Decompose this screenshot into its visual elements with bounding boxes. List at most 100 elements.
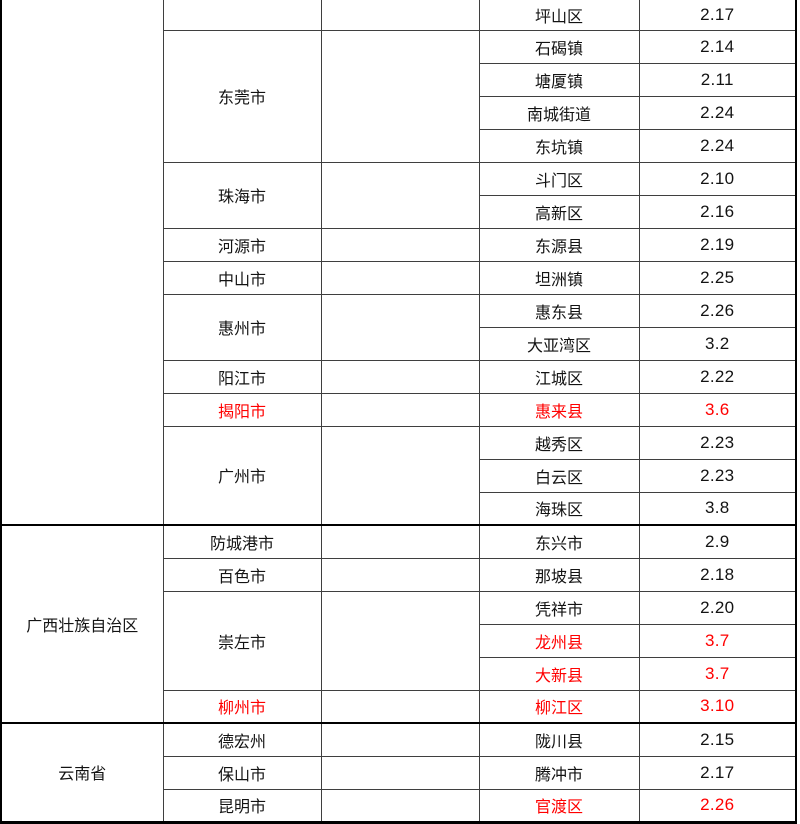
table-row: 昆明市 官渡区 2.26 <box>1 788 797 823</box>
value-cell: 3.6 <box>638 392 797 427</box>
table-row: 柳州市 柳江区 3.10 <box>1 689 797 724</box>
district-cell: 东源县 <box>478 227 640 262</box>
value-cell: 2.9 <box>638 524 797 559</box>
district-cell: 腾冲市 <box>478 755 640 790</box>
city-cell <box>162 0 322 31</box>
district-cell: 凭祥市 <box>478 590 640 625</box>
empty-cell <box>320 359 480 394</box>
table-row: 大亚湾区 3.2 <box>1 326 797 361</box>
table-row: 中山市 坦洲镇 2.25 <box>1 260 797 295</box>
city-cell: 昆明市 <box>162 788 322 823</box>
city-cell: 柳州市 <box>162 689 322 724</box>
table-row: 大新县 3.7 <box>1 656 797 691</box>
value-cell: 3.8 <box>638 491 797 526</box>
district-cell: 惠东县 <box>478 293 640 328</box>
district-cell: 龙州县 <box>478 623 640 658</box>
district-cell: 南城街道 <box>478 95 640 130</box>
table-row: 广州市 越秀区 2.23 <box>1 425 797 526</box>
city-cell: 东莞市 <box>162 29 322 163</box>
table-row: 白云区 2.23 <box>1 458 797 493</box>
empty-cell <box>320 0 480 31</box>
empty-cell <box>320 557 480 592</box>
value-cell: 2.17 <box>638 755 797 790</box>
empty-cell <box>320 722 480 757</box>
value-cell: 2.23 <box>638 458 797 493</box>
district-cell: 江城区 <box>478 359 640 394</box>
city-cell: 崇左市 <box>162 590 322 691</box>
empty-cell <box>320 788 480 823</box>
value-cell: 2.15 <box>638 722 797 757</box>
city-cell: 中山市 <box>162 260 322 295</box>
district-cell: 柳江区 <box>478 689 640 724</box>
table-row: 海珠区 3.8 <box>1 491 797 526</box>
district-cell: 东坑镇 <box>478 128 640 163</box>
district-cell: 大新县 <box>478 656 640 691</box>
district-cell: 坦洲镇 <box>478 260 640 295</box>
city-cell: 珠海市 <box>162 161 322 229</box>
value-cell: 3.7 <box>638 656 797 691</box>
city-cell: 揭阳市 <box>162 392 322 427</box>
table-row: 龙州县 3.7 <box>1 623 797 658</box>
district-cell: 惠来县 <box>478 392 640 427</box>
value-cell: 2.22 <box>638 359 797 394</box>
district-cell: 海珠区 <box>478 491 640 526</box>
city-cell: 阳江市 <box>162 359 322 394</box>
city-cell: 百色市 <box>162 557 322 592</box>
table-row: 阳江市 江城区 2.22 <box>1 359 797 394</box>
empty-cell <box>320 590 480 691</box>
district-cell: 斗门区 <box>478 161 640 196</box>
city-cell: 保山市 <box>162 755 322 790</box>
empty-cell <box>320 524 480 559</box>
value-cell: 2.16 <box>638 194 797 229</box>
district-cell: 那坡县 <box>478 557 640 592</box>
table-row: 南城街道 2.24 <box>1 95 797 130</box>
value-cell: 2.18 <box>638 557 797 592</box>
district-cell: 坪山区 <box>478 0 640 31</box>
table-row: 揭阳市 惠来县 3.6 <box>1 392 797 427</box>
empty-cell <box>320 161 480 229</box>
table-row: 东坑镇 2.24 <box>1 128 797 163</box>
district-cell: 高新区 <box>478 194 640 229</box>
district-cell: 东兴市 <box>478 524 640 559</box>
value-cell: 2.25 <box>638 260 797 295</box>
table-row: 坪山区 2.17 <box>0 0 797 526</box>
province-cell <box>0 0 164 526</box>
district-cell: 白云区 <box>478 458 640 493</box>
empty-cell <box>320 755 480 790</box>
table-row: 珠海市 斗门区 2.10 <box>1 161 797 229</box>
value-cell: 2.17 <box>638 0 797 31</box>
district-cell: 大亚湾区 <box>478 326 640 361</box>
value-cell: 2.10 <box>638 161 797 196</box>
empty-cell <box>320 293 480 361</box>
value-cell: 3.7 <box>638 623 797 658</box>
empty-cell <box>320 260 480 295</box>
city-cell: 河源市 <box>162 227 322 262</box>
district-cell: 越秀区 <box>478 425 640 460</box>
value-cell: 3.2 <box>638 326 797 361</box>
province-cell: 广西壮族自治区 <box>0 524 164 724</box>
value-cell: 2.14 <box>638 29 797 64</box>
table-row: 广西壮族自治区 防城港市 东兴市 2.9 <box>0 524 797 724</box>
province-cell: 云南省 <box>0 722 164 823</box>
empty-cell <box>320 29 480 163</box>
empty-cell <box>320 425 480 526</box>
value-cell: 2.24 <box>638 95 797 130</box>
district-cell: 石碣镇 <box>478 29 640 64</box>
table-row: 河源市 东源县 2.19 <box>1 227 797 262</box>
empty-cell <box>320 392 480 427</box>
value-cell: 2.19 <box>638 227 797 262</box>
empty-cell <box>320 689 480 724</box>
district-cell: 官渡区 <box>478 788 640 823</box>
table-row: 塘厦镇 2.11 <box>1 62 797 97</box>
district-cell: 塘厦镇 <box>478 62 640 97</box>
district-cell: 陇川县 <box>478 722 640 757</box>
city-cell: 惠州市 <box>162 293 322 361</box>
value-cell: 2.23 <box>638 425 797 460</box>
city-cell: 广州市 <box>162 425 322 526</box>
value-cell: 2.26 <box>638 293 797 328</box>
value-cell: 2.24 <box>638 128 797 163</box>
value-cell: 3.10 <box>638 689 797 724</box>
city-cell: 德宏州 <box>162 722 322 757</box>
value-cell: 2.26 <box>638 788 797 823</box>
